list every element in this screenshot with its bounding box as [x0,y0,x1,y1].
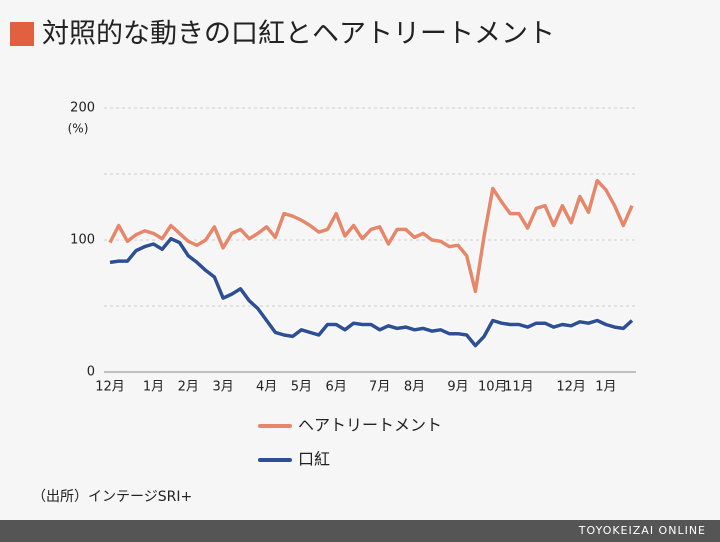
x-tick-label: 1月 [143,380,164,395]
x-tick-label: 12月 [95,380,125,395]
x-tick-label: 3月 [212,380,233,395]
x-tick-label: 6月 [326,380,347,395]
series-line [109,236,634,348]
title-marker [10,22,34,46]
x-tick-label: 8月 [404,380,425,395]
x-tick-label: 2月 [178,380,199,395]
footer-bar [0,520,720,542]
y-unit: (%) [68,122,89,136]
x-tick-label: 12月 [556,380,586,395]
y-tick-label: 0 [87,365,95,380]
x-tick-label: 4月 [256,380,277,395]
x-tick-label: 5月 [291,380,312,395]
x-tick-label: 1月 [595,380,616,395]
brand: TOYOKEIZAI ONLINE [578,524,706,537]
x-tick-label: 9月 [447,380,468,395]
chart-title: 対照的な動きの口紅とヘアトリートメント [42,19,555,50]
series-line [108,178,634,294]
x-tick-label: 10月 [478,380,508,395]
legend-label: 口紅 [298,450,330,469]
legend-label: ヘアトリートメント [298,416,442,435]
x-tick-label: 7月 [369,380,390,395]
x-tick-label: 11月 [504,380,534,395]
source: （出所）インテージSRI+ [32,489,192,505]
y-tick-label: 100 [70,233,95,248]
y-tick-label: 200 [70,101,95,116]
